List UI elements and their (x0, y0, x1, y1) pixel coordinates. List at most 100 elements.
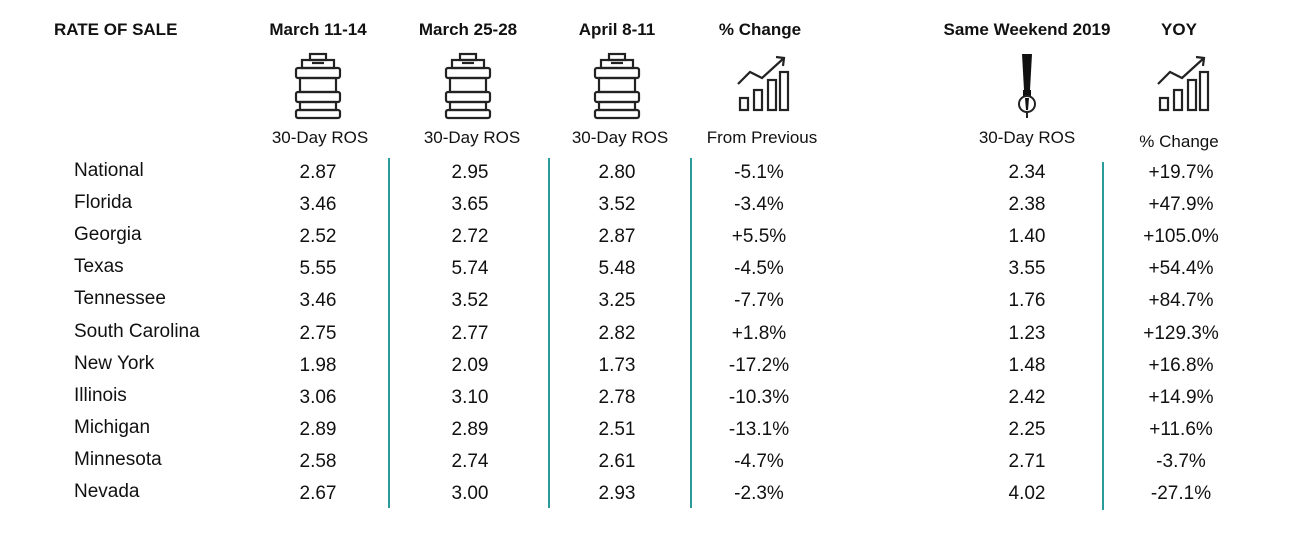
march-25-28-value: 3.10 (451, 386, 489, 408)
april-8-11-value: 2.51 (598, 418, 636, 440)
header-march-11-14: March 11-14 (269, 20, 367, 39)
pct-change-value: -4.7% (734, 450, 784, 472)
yoy-value: +19.7% (1148, 162, 1214, 183)
march-11-14-value: 3.46 (299, 194, 337, 216)
yoy-value: +84.7% (1148, 290, 1214, 312)
march-25-28-value: 2.74 (451, 450, 489, 472)
yoy-value: -27.1% (1150, 483, 1212, 504)
yoy-value: +105.0% (1143, 226, 1219, 248)
keg-icon (593, 52, 641, 120)
row-label: Michigan (74, 416, 151, 438)
subheader-ros-2: 30-Day ROS (423, 128, 521, 147)
same-weekend-2019-value: 2.71 (1008, 450, 1046, 472)
row-label: South Carolina (74, 320, 200, 342)
yoy-value: +47.9% (1148, 194, 1214, 216)
beer-tap-icon (1018, 54, 1036, 118)
april-8-11-value: 2.82 (598, 322, 636, 344)
header-same-weekend-2019: Same Weekend 2019 (943, 20, 1111, 39)
row-label: National (74, 160, 144, 181)
pct-change-value: -5.1% (734, 162, 784, 183)
yoy-value: +11.6% (1149, 418, 1213, 440)
yoy-value: +54.4% (1148, 258, 1214, 280)
pct-change-value: -17.2% (728, 354, 790, 376)
april-8-11-value: 5.48 (598, 258, 636, 280)
april-8-11-value: 2.87 (598, 226, 636, 248)
header-pct-change: % Change (718, 20, 802, 39)
row-label: New York (74, 352, 155, 374)
april-8-11-value: 2.80 (598, 162, 636, 183)
same-weekend-2019-value: 1.76 (1008, 290, 1046, 312)
pct-change-value: -13.1% (728, 418, 790, 440)
subheader-ros-3: 30-Day ROS (571, 128, 669, 147)
row-label: Illinois (74, 384, 127, 406)
march-25-28-value: 2.09 (451, 354, 489, 376)
march-11-14-value: 3.06 (299, 386, 337, 408)
row-label: Texas (74, 256, 124, 278)
header-march-25-28: March 25-28 (418, 20, 518, 39)
same-weekend-2019-value: 2.25 (1008, 418, 1046, 440)
march-25-28-value: 3.00 (451, 483, 489, 504)
april-8-11-value: 2.93 (598, 483, 636, 504)
column-divider (690, 158, 692, 508)
subheader-ros-1: 30-Day ROS (271, 128, 369, 147)
yoy-value: +16.8% (1148, 354, 1214, 376)
march-25-28-value: 2.89 (451, 418, 489, 440)
keg-icon (294, 52, 342, 120)
pct-change-value: -2.3% (734, 483, 784, 504)
subheader-yoy-change: % Change (1139, 132, 1219, 151)
same-weekend-2019-value: 3.55 (1008, 258, 1046, 280)
april-8-11-value: 1.73 (598, 354, 636, 376)
same-weekend-2019-value: 2.34 (1008, 162, 1046, 183)
same-weekend-2019-value: 1.23 (1008, 322, 1046, 344)
header-rate-of-sale: RATE OF SALE (54, 20, 178, 39)
april-8-11-value: 2.78 (598, 386, 636, 408)
same-weekend-2019-value: 4.02 (1008, 483, 1046, 504)
yoy-value: -3.7% (1156, 450, 1206, 472)
pct-change-value: -7.7% (734, 290, 784, 312)
growth-chart-icon (1157, 55, 1210, 112)
march-11-14-value: 2.87 (299, 162, 337, 183)
april-8-11-value: 3.25 (598, 290, 636, 312)
header-yoy: YOY (1161, 20, 1197, 39)
march-11-14-value: 2.67 (299, 483, 337, 504)
pct-change-value: +1.8% (731, 322, 787, 344)
header-april-8-11: April 8-11 (578, 20, 656, 39)
march-11-14-value: 2.75 (299, 322, 337, 344)
march-11-14-value: 1.98 (299, 354, 337, 376)
march-25-28-value: 3.65 (451, 194, 489, 216)
pct-change-value: -10.3% (728, 386, 790, 408)
march-11-14-value: 2.52 (299, 226, 337, 248)
march-11-14-value: 5.55 (299, 258, 337, 280)
subheader-from-previous: From Previous (706, 128, 818, 147)
column-divider (548, 158, 550, 508)
same-weekend-2019-value: 2.38 (1008, 194, 1046, 216)
march-25-28-value: 2.72 (451, 226, 489, 248)
column-divider (388, 158, 390, 508)
row-label: Tennessee (74, 288, 166, 310)
april-8-11-value: 3.52 (598, 194, 636, 216)
yoy-value: +129.3% (1143, 322, 1219, 344)
pct-change-value: -3.4% (734, 194, 784, 216)
pct-change-value: +5.5% (731, 226, 787, 248)
march-25-28-value: 5.74 (451, 258, 489, 280)
march-25-28-value: 2.77 (451, 322, 489, 344)
row-label: Nevada (74, 481, 140, 502)
april-8-11-value: 2.61 (598, 450, 636, 472)
march-11-14-value: 3.46 (299, 290, 337, 312)
row-label: Florida (74, 192, 133, 214)
same-weekend-2019-value: 1.48 (1008, 354, 1046, 376)
march-11-14-value: 2.58 (299, 450, 337, 472)
growth-chart-icon (737, 55, 790, 112)
march-11-14-value: 2.89 (299, 418, 337, 440)
pct-change-value: -4.5% (734, 258, 784, 280)
march-25-28-value: 3.52 (451, 290, 489, 312)
same-weekend-2019-value: 2.42 (1008, 386, 1046, 408)
yoy-value: +14.9% (1148, 386, 1214, 408)
march-25-28-value: 2.95 (451, 162, 489, 183)
keg-icon (444, 52, 492, 120)
column-divider (1102, 162, 1104, 510)
row-label: Minnesota (74, 448, 162, 470)
subheader-ros-2019: 30-Day ROS (978, 128, 1076, 147)
row-label: Georgia (74, 224, 142, 246)
same-weekend-2019-value: 1.40 (1008, 226, 1046, 248)
